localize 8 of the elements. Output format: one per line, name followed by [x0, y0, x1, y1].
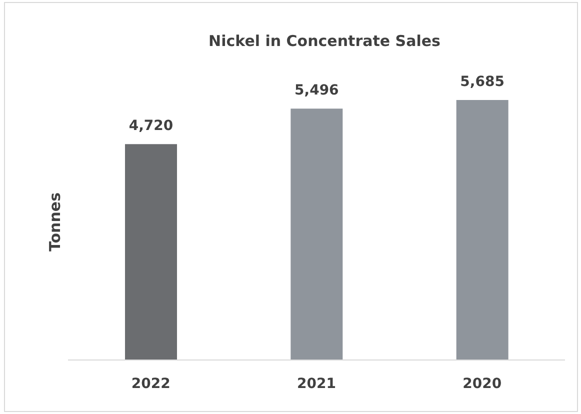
data-label: 4,720: [128, 118, 174, 134]
x-tick-label: 2021: [297, 376, 336, 392]
data-label: 5,685: [460, 74, 504, 90]
chart-title: Nickel in Concentrate Sales: [208, 32, 442, 50]
x-tick-label: 2020: [462, 376, 502, 392]
x-tick-label: 2022: [131, 376, 170, 392]
y-axis-title: Tonnes: [46, 192, 64, 252]
data-label: 5,496: [294, 82, 339, 99]
